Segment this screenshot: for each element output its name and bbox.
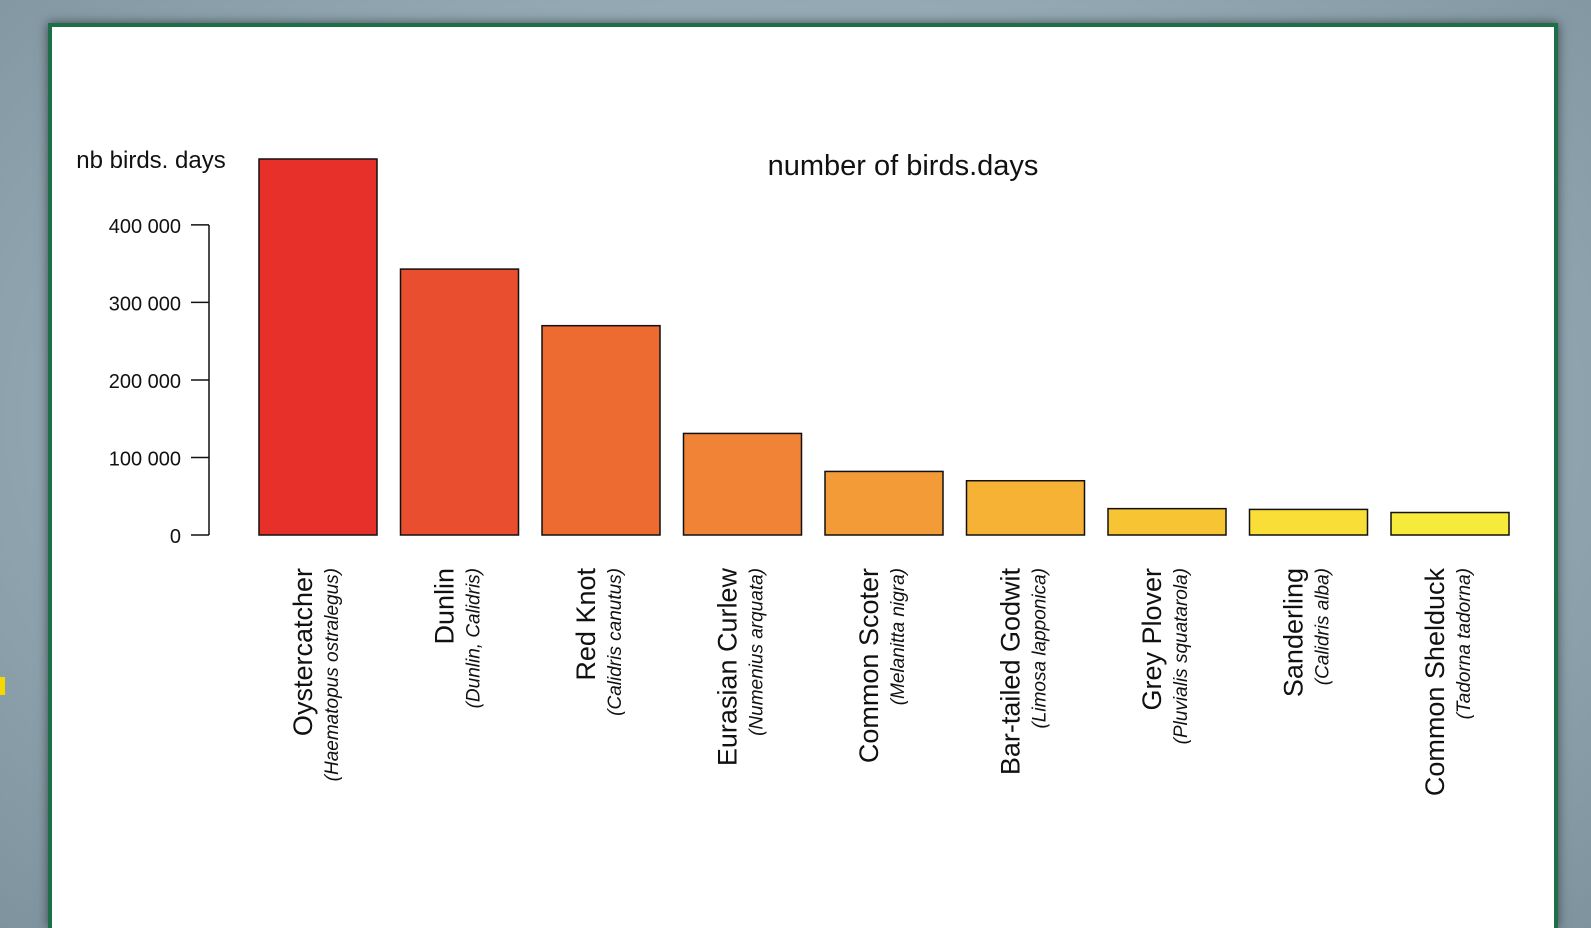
bar-3 — [682, 432, 803, 536]
x-label-group-7: Sanderling (Calidris alba) — [1279, 568, 1334, 697]
x-label-group-8: Common Shelduck (Tadorna tadorna) — [1420, 568, 1475, 797]
y-tick-label-4: 400 000 — [109, 216, 181, 238]
x-latin-label-2: (Calidris canutus) — [605, 568, 626, 716]
x-latin-label-3: (Numenius arquata) — [747, 568, 768, 736]
x-category-label-8: Common Shelduck — [1420, 568, 1450, 797]
bar-6 — [1107, 507, 1227, 536]
x-latin-label-0: (Haematopus ostralegus) — [322, 568, 343, 781]
chart-title: number of birds.days — [768, 150, 1039, 182]
bar-2 — [541, 324, 661, 536]
x-label-group-2: Red Knot (Calidris canutus) — [571, 568, 626, 716]
x-label-group-6: Grey Plover (Pluvialis squatarola) — [1137, 568, 1192, 744]
x-category-label-3: Eurasian Curlew — [713, 568, 743, 767]
x-latin-label-4: (Melanitta nigra) — [888, 568, 909, 705]
y-tick-label-1: 100 000 — [109, 448, 181, 470]
y-tick-label-3: 300 000 — [109, 293, 181, 315]
x-latin-label-8: (Tadorna tadorna) — [1454, 568, 1475, 719]
bar-8 — [1390, 511, 1510, 536]
y-axis-label: nb birds. days — [76, 147, 225, 174]
x-category-label-5: Bar-tailed Godwit — [996, 568, 1026, 776]
bar-5 — [965, 479, 1086, 536]
bar-1 — [399, 268, 520, 536]
y-axis-ticks: 0 100 000 200 000 300 000 400 000 — [109, 216, 209, 548]
x-latin-label-1: (Dunlin, Calidris) — [464, 568, 485, 708]
y-tick-label-2: 200 000 — [109, 371, 181, 393]
x-category-label-7: Sanderling — [1279, 568, 1309, 697]
x-axis-labels: Oystercatcher (Haematopus ostralegus) Dunl… — [288, 568, 1475, 797]
bar-7 — [1248, 508, 1369, 536]
yellow-edge-marker — [0, 677, 5, 695]
bar-4 — [824, 470, 944, 536]
x-category-label-2: Red Knot — [571, 568, 601, 681]
y-tick-label-0: 0 — [170, 526, 181, 548]
x-label-group-0: Oystercatcher (Haematopus ostralegus) — [288, 568, 343, 781]
x-label-group-4: Common Scoter (Melanitta nigra) — [854, 568, 909, 763]
x-category-label-6: Grey Plover — [1137, 568, 1167, 711]
x-label-group-5: Bar-tailed Godwit (Limosa lapponica) — [996, 568, 1051, 776]
x-category-label-4: Common Scoter — [854, 568, 884, 763]
x-latin-label-5: (Limosa lapponica) — [1030, 568, 1051, 729]
x-label-group-1: Dunlin (Dunlin, Calidris) — [430, 568, 485, 708]
x-latin-label-7: (Calidris alba) — [1313, 568, 1334, 685]
x-label-group-3: Eurasian Curlew (Numenius arquata) — [713, 568, 768, 767]
x-category-label-1: Dunlin — [430, 568, 460, 645]
x-latin-label-6: (Pluvialis squatarola) — [1171, 568, 1192, 744]
bars — [258, 158, 1510, 536]
x-category-label-0: Oystercatcher — [288, 568, 318, 736]
bar-0 — [258, 158, 378, 536]
